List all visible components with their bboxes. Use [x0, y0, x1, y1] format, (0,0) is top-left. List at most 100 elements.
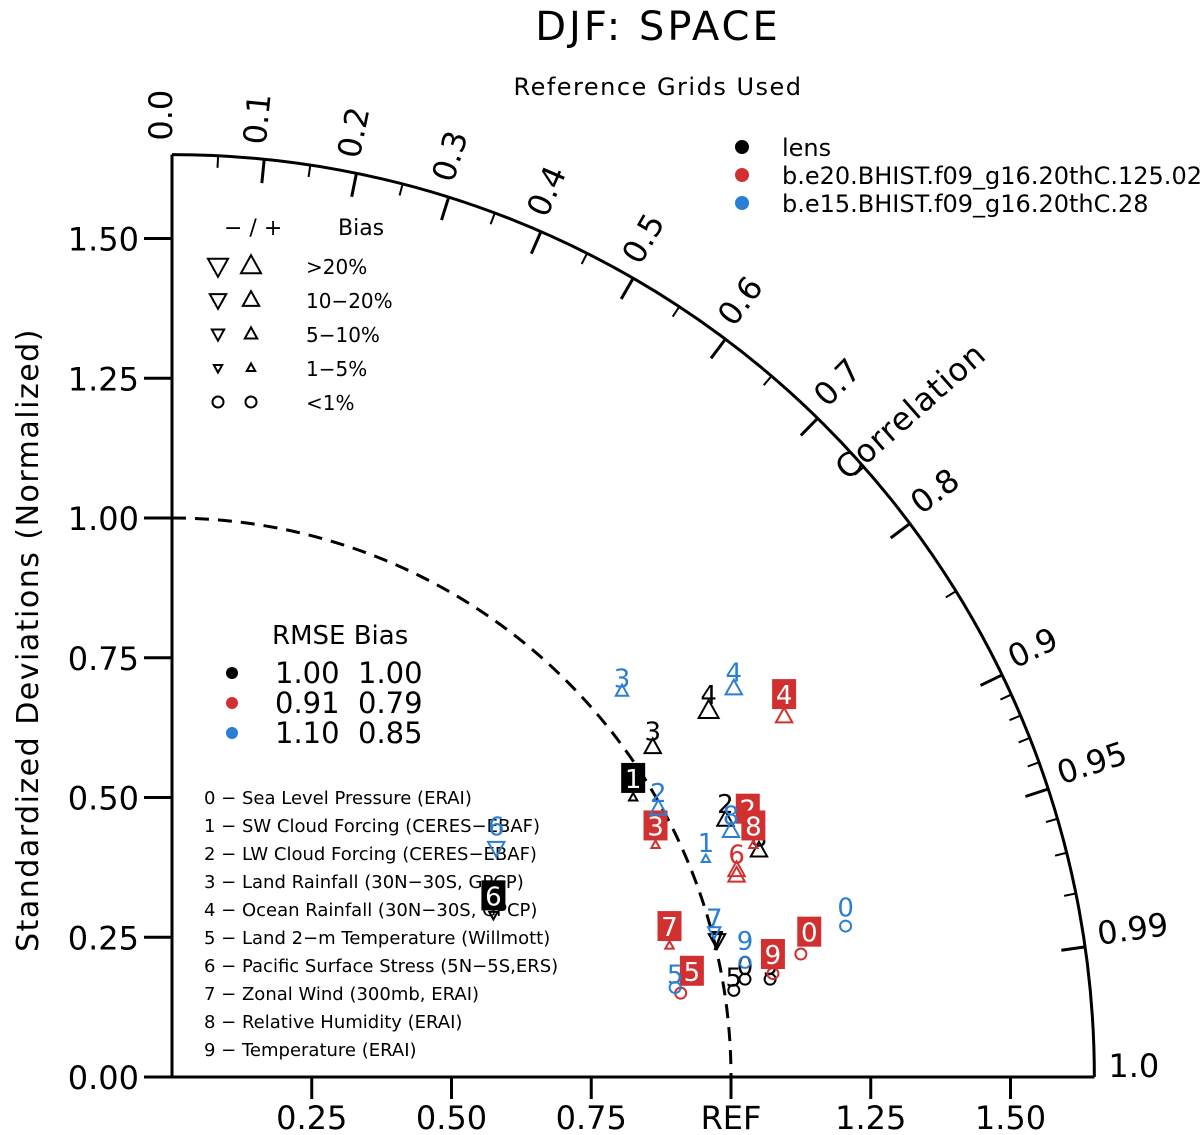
triangle-up-marker: [239, 253, 263, 275]
bias-legend-header: Bias: [338, 216, 384, 241]
series-legend-dot: [735, 196, 749, 210]
circle-marker: [211, 395, 225, 409]
point-label-box: [772, 679, 797, 710]
data-point: 5: [726, 963, 742, 997]
point-label: 4: [726, 659, 743, 689]
circle-marker: [839, 919, 853, 933]
circle-marker: [738, 955, 752, 969]
bias-legend-row-label: <1%: [306, 391, 355, 415]
data-point: 8: [721, 801, 741, 838]
triangle-up-marker: [696, 697, 721, 720]
point-label: 6: [728, 840, 745, 870]
data-point: 3: [642, 717, 663, 755]
y-tick-label: 1.00: [68, 500, 139, 538]
data-point: 4: [723, 659, 744, 696]
corr-tick-label: 0.95: [1052, 734, 1132, 792]
triangle-down-marker: [208, 293, 228, 311]
rmse-value: 0.91: [275, 686, 340, 720]
point-label-box: [760, 939, 785, 970]
data-point: 7: [657, 911, 682, 950]
point-label: 4: [776, 681, 793, 711]
data-point: 3: [643, 810, 668, 850]
data-point: 0: [837, 894, 854, 933]
point-label-box: [741, 810, 766, 841]
data-point: 9: [760, 939, 785, 981]
point-label-box: [621, 762, 646, 793]
corr-minor-tick: [671, 306, 681, 318]
variable-legend-item: 6 − Pacific Surface Stress (5N−5S,ERS): [204, 956, 558, 977]
bias-legend-row-label: >20%: [306, 255, 367, 279]
x-tick-label: 1.25: [835, 1099, 906, 1135]
corr-tick-label: 0.8: [903, 461, 967, 522]
corr-tick-label: 1.0: [1108, 1047, 1159, 1085]
point-label: 5: [684, 958, 701, 988]
triangle-up-marker: [245, 361, 257, 373]
corr-minor-tick: [1009, 714, 1021, 722]
corr-tick: [799, 417, 819, 437]
bias-value: 0.85: [358, 716, 423, 750]
data-point: 2: [715, 790, 736, 827]
corr-minor-tick: [1063, 892, 1077, 897]
data-point: 3: [614, 664, 630, 697]
rmse-row-dot: [226, 667, 238, 679]
x-tick-label: 1.50: [975, 1099, 1046, 1135]
variable-legend-item: 7 − Zonal Wind (300mb, ERAI): [204, 984, 479, 1005]
triangle-up-marker: [715, 808, 736, 827]
bias-value: 0.79: [358, 686, 423, 720]
corr-tick: [1061, 945, 1086, 952]
bias-legend-row-label: 5−10%: [306, 323, 380, 347]
corr-tick: [619, 277, 635, 300]
triangle-up-marker: [723, 677, 744, 696]
point-label-box: [657, 911, 682, 942]
point-label: 3: [647, 812, 664, 842]
triangle-down-marker: [206, 257, 230, 279]
corr-tick-label: 0.0: [142, 90, 180, 141]
corr-tick-label: 0.3: [424, 126, 476, 186]
point-label: 9: [737, 927, 754, 957]
data-point: 1: [698, 829, 714, 864]
y-tick-label: 0.00: [68, 1059, 139, 1097]
points-layer: 12345678900234567890123456789: [481, 659, 854, 1000]
point-label-box: [481, 880, 506, 911]
bias-legend-symbols: − / +: [224, 216, 282, 241]
corr-tick-label: 0.6: [710, 269, 771, 333]
data-point: 4: [772, 679, 797, 724]
circle-marker: [738, 972, 752, 986]
corr-minor-tick: [1054, 851, 1067, 857]
x-tick-label: REF: [701, 1099, 762, 1135]
point-label: 0: [837, 894, 854, 924]
variable-legend-item: 3 − Land Rainfall (30N−30S, GPCP): [204, 872, 524, 893]
corr-tick-label: 0.1: [236, 92, 279, 146]
triangle-up-marker: [749, 839, 769, 858]
series-legend-label: b.e15.BHIST.f09_g16.20thC.28: [782, 190, 1149, 218]
data-point: 6: [726, 840, 747, 883]
rmse-row-dot: [226, 697, 238, 709]
triangle-up-marker: [726, 864, 747, 883]
ticks-layer: 0.000.250.500.751.001.251.500.25 0.50 0.75…: [68, 90, 1171, 1135]
series-legend-label: b.e20.BHIST.f09_g16.20thC.125.02: [782, 162, 1202, 190]
triangle-up-marker: [747, 838, 760, 850]
chart-subtitle: Reference Grids Used: [513, 73, 802, 101]
rmse-value: 1.00: [275, 656, 340, 690]
y-axis-label: Standardized Deviations (Normalized): [11, 328, 46, 952]
triangle-up-marker: [648, 797, 669, 816]
corr-tick: [440, 196, 451, 221]
y-tick-label: 1.50: [68, 221, 139, 259]
bias-legend-row-label: 10−20%: [306, 289, 393, 313]
point-label: 6: [485, 882, 502, 912]
data-point: 4: [696, 681, 721, 720]
triangle-up-marker: [627, 790, 640, 802]
circle-marker: [668, 981, 682, 995]
triangle-down-marker: [706, 926, 723, 941]
corr-minor-tick: [1036, 788, 1049, 794]
data-point: 1: [621, 762, 646, 802]
triangle-up-marker: [699, 852, 712, 864]
correlation-label: Correlation: [828, 335, 994, 487]
data-point: 6: [481, 880, 506, 922]
point-label: 2: [650, 779, 667, 809]
x-tick-label: 0.25: [276, 1099, 347, 1135]
point-label: 0: [801, 919, 818, 949]
chart-title: DJF: SPACE: [535, 4, 781, 50]
triangle-down-marker: [487, 910, 500, 922]
